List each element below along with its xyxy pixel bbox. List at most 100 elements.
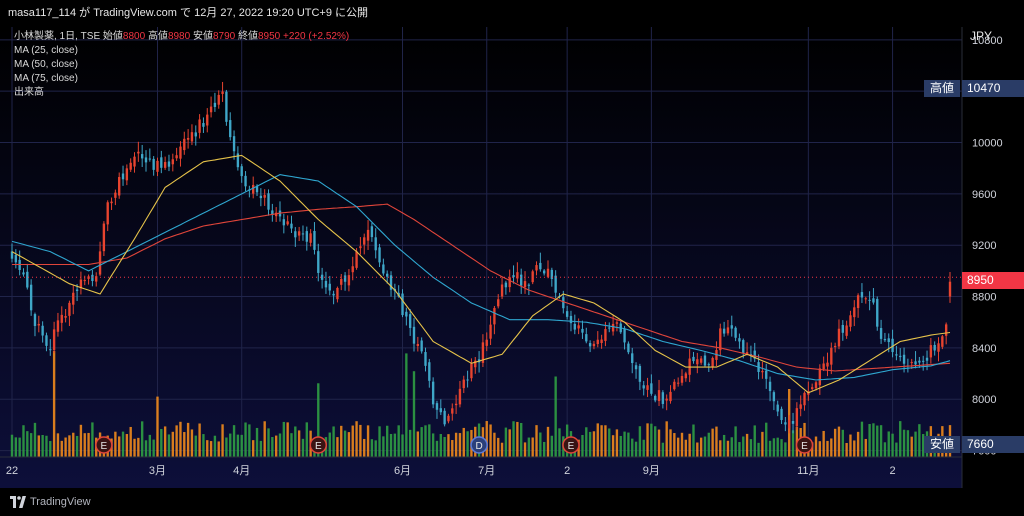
volume-bar bbox=[489, 424, 492, 457]
volume-bar bbox=[213, 435, 217, 457]
candlesticks bbox=[10, 81, 952, 434]
volume-bar bbox=[784, 442, 787, 457]
volume-bar bbox=[554, 376, 557, 457]
candle-body bbox=[163, 162, 167, 168]
candle-body bbox=[891, 338, 894, 353]
volume-bar bbox=[209, 441, 213, 457]
volume-bar bbox=[397, 425, 400, 457]
volume-bar bbox=[366, 425, 370, 457]
candle-body bbox=[623, 328, 626, 343]
candle-body bbox=[665, 398, 668, 401]
candle-body bbox=[190, 132, 194, 142]
volume-bar bbox=[428, 424, 431, 457]
candle-body bbox=[646, 385, 649, 390]
volume-bar bbox=[382, 436, 385, 457]
volume-bar bbox=[588, 431, 592, 457]
volume-bar bbox=[454, 432, 458, 457]
volume-bar bbox=[542, 441, 546, 457]
volume-bar bbox=[18, 437, 21, 457]
candle-body bbox=[883, 338, 887, 341]
volume-bar bbox=[497, 437, 500, 457]
volume-bar bbox=[133, 438, 136, 457]
volume-bar bbox=[780, 439, 783, 457]
indicator-ma25-legend[interactable]: MA (25, close) bbox=[14, 45, 78, 56]
candle-body bbox=[611, 323, 615, 332]
candle-body bbox=[596, 339, 599, 345]
volume-bar bbox=[56, 433, 60, 457]
candle-body bbox=[899, 355, 902, 358]
candle-body bbox=[818, 368, 822, 386]
candle-body bbox=[45, 335, 48, 346]
footer-brand: TradingView bbox=[30, 496, 91, 508]
volume-bar bbox=[75, 435, 79, 457]
volume-bar bbox=[156, 396, 159, 457]
symbol-legend[interactable]: 小林製薬, 1日, TSE 始値8800 高値8980 安値8790 終値895… bbox=[14, 30, 349, 44]
candle-body bbox=[738, 338, 741, 342]
volume-bar bbox=[435, 440, 439, 457]
event-marker-circle bbox=[795, 436, 814, 454]
candle-body bbox=[347, 275, 351, 286]
candle-body bbox=[290, 223, 293, 229]
indicator-ma50-legend[interactable]: MA (50, close) bbox=[14, 59, 78, 70]
candle-body bbox=[206, 114, 209, 126]
change-value: +220 (+2.52%) bbox=[283, 31, 350, 42]
volume-bar bbox=[581, 435, 584, 457]
candle-body bbox=[118, 177, 121, 196]
candle-body bbox=[382, 264, 385, 274]
volume-bar bbox=[351, 425, 354, 457]
candle-body bbox=[634, 365, 638, 370]
volume-bar bbox=[336, 437, 339, 457]
volume-bar bbox=[340, 425, 343, 457]
time-tick-label: 2 bbox=[564, 465, 570, 477]
volume-bar bbox=[83, 433, 86, 457]
candle-body bbox=[680, 375, 684, 383]
candle-body bbox=[14, 255, 18, 263]
volume-bar bbox=[883, 442, 887, 457]
volume-bar bbox=[650, 423, 653, 457]
volume-bar bbox=[221, 424, 224, 457]
candle-body bbox=[788, 419, 791, 429]
ma25-line bbox=[11, 154, 951, 394]
volume-bar bbox=[439, 434, 442, 457]
volume-bar bbox=[443, 436, 446, 457]
candle-body bbox=[148, 158, 152, 160]
last-price-tag: 8950 bbox=[962, 272, 1024, 289]
grid-lines bbox=[0, 27, 962, 457]
candle-body bbox=[791, 421, 795, 424]
volume-bar bbox=[918, 424, 921, 457]
candle-body bbox=[650, 383, 653, 394]
candle-body bbox=[474, 360, 477, 368]
price-axis[interactable] bbox=[962, 27, 1024, 488]
volume-bar bbox=[742, 436, 745, 457]
indicator-volume-legend[interactable]: 出来高 bbox=[14, 87, 44, 98]
candle-body bbox=[221, 91, 224, 94]
candle-body bbox=[638, 365, 642, 382]
candle-body bbox=[324, 280, 328, 288]
indicator-ma75-legend[interactable]: MA (75, close) bbox=[14, 73, 78, 84]
volume-bar bbox=[183, 432, 186, 457]
volume-bar bbox=[761, 431, 764, 457]
volume-bar bbox=[669, 429, 672, 457]
candle-body bbox=[520, 274, 523, 286]
volume-bar bbox=[49, 441, 52, 457]
candle-body bbox=[340, 278, 343, 285]
volume-bar bbox=[699, 437, 703, 457]
candle-body bbox=[286, 221, 289, 225]
volume-bar bbox=[206, 440, 209, 457]
volume-bar bbox=[546, 426, 550, 457]
time-tick-label: 9月 bbox=[643, 465, 660, 477]
candle-body bbox=[577, 325, 580, 329]
volume-bar bbox=[722, 434, 726, 457]
event-marker-letter: E bbox=[568, 441, 575, 452]
event-marker-letter: D bbox=[475, 441, 482, 452]
volume-bar bbox=[887, 431, 890, 457]
candle-body bbox=[853, 307, 856, 318]
volume-bar bbox=[163, 426, 167, 457]
event-marker-circle bbox=[562, 436, 580, 454]
volume-bar bbox=[252, 440, 255, 457]
candle-body bbox=[573, 323, 576, 330]
volume-bar bbox=[822, 430, 825, 457]
candle-body bbox=[106, 202, 109, 225]
volume-bar bbox=[389, 433, 393, 457]
